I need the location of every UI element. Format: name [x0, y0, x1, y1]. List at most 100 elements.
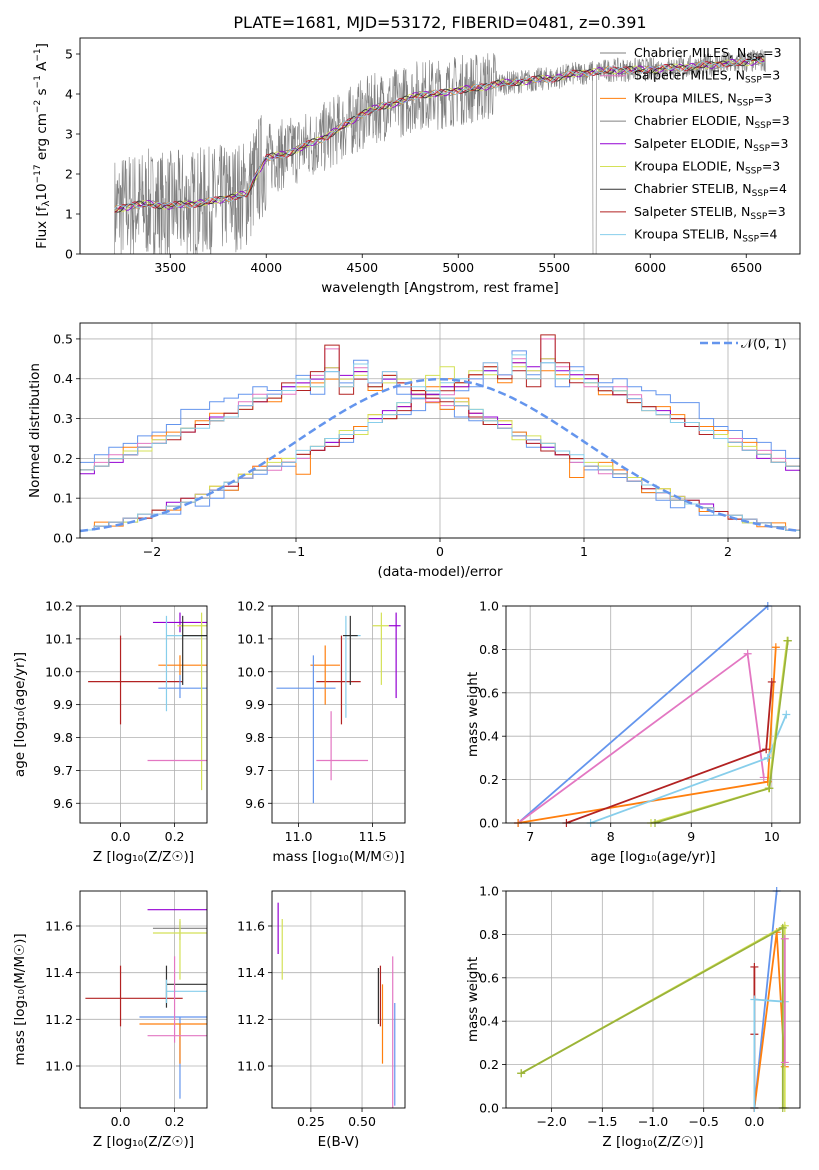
normal-distribution-curve: [79, 377, 801, 533]
age-vs-Z-panel: 0.0 0.2 9.6 9.7 9.8 9.9 10.0 10.1 10.2 Z [log₁₀(Z…: [12, 599, 208, 865]
weight-point-marker: [767, 677, 776, 686]
y-tick-label: 9.8: [53, 730, 73, 745]
legend-label: Kroupa MILES, NSSP=3: [634, 90, 772, 108]
legend-label: Kroupa STELIB, NSSP=4: [634, 227, 778, 245]
y-tick-label: 0: [65, 247, 73, 262]
y-tick-label: 0.4: [479, 1014, 499, 1029]
axes-frame: [79, 322, 801, 539]
weight-point-marker: [771, 643, 780, 652]
legend-label: Chabrier ELODIE, NSSP=3: [634, 113, 790, 131]
weight-point-marker: [765, 784, 774, 793]
axes-frame: [505, 890, 801, 1109]
weight-point-marker: [780, 934, 789, 943]
y-tick-label: 3: [65, 127, 73, 142]
y-tick-label: 11.4: [237, 965, 265, 980]
x-tick-label: 0.0: [111, 1114, 131, 1129]
x-axis-label: Z [log₁₀(Z/Z☉)]: [93, 849, 194, 865]
y-tick-label: 9.8: [245, 730, 265, 745]
x-tick-label: −2: [143, 544, 161, 559]
y-tick-label: 10.1: [45, 631, 73, 646]
x-axis-label: wavelength [Angstrom, rest frame]: [321, 280, 559, 296]
y-tick-label: 5: [65, 47, 73, 62]
x-tick-label: 0.2: [165, 1114, 185, 1129]
weight-line-series: [650, 640, 788, 823]
x-tick-label: 11.0: [285, 829, 313, 844]
y-tick-label: 11.2: [45, 1012, 73, 1027]
weight-point-marker: [780, 1058, 789, 1067]
weight-point-marker: [743, 649, 752, 658]
y-tick-label: 11.2: [237, 1012, 265, 1027]
y-tick-label: 11.0: [45, 1059, 73, 1074]
weight-point-marker: [763, 753, 772, 762]
axes-frame: [271, 605, 406, 824]
x-tick-label: 4000: [250, 260, 282, 275]
y-tick-label: 10.1: [237, 631, 265, 646]
y-tick-label: 9.6: [245, 796, 265, 811]
x-tick-label: 0.25: [297, 1114, 325, 1129]
y-tick-label: 0.0: [53, 531, 73, 546]
x-tick-label: 0: [436, 544, 444, 559]
y-tick-label: 0.4: [479, 729, 499, 744]
y-tick-label: 1.0: [479, 884, 499, 899]
y-tick-label: 11.4: [45, 965, 73, 980]
legend-label: Chabrier STELIB, NSSP=4: [634, 181, 787, 199]
y-tick-label: 1: [65, 207, 73, 222]
x-tick-label: 4500: [346, 260, 378, 275]
x-tick-label: 8: [607, 829, 615, 844]
x-tick-label: 1: [580, 544, 588, 559]
weight-point-marker: [782, 710, 791, 719]
legend-label: 𝒩(0, 1): [741, 336, 787, 351]
weight-line-series: [520, 926, 784, 1108]
weight-line-series: [517, 647, 777, 823]
x-tick-label: 10: [764, 829, 780, 844]
y-tick-label: 0.8: [479, 642, 499, 657]
legend-label: Chabrier MILES, NSSP=3: [634, 45, 782, 63]
weight-point-marker: [762, 745, 771, 754]
x-axis-label: Z [log₁₀(Z/Z☉)]: [602, 1134, 703, 1150]
y-tick-label: 0.6: [479, 685, 499, 700]
model-spectrum-line: [114, 55, 765, 213]
x-tick-label: 3500: [154, 260, 186, 275]
x-tick-label: 6000: [634, 260, 666, 275]
figure-title: PLATE=1681, MJD=53172, FIBERID=0481, z=0…: [233, 13, 646, 32]
y-tick-label: 0.6: [479, 970, 499, 985]
y-tick-label: 11.6: [45, 919, 73, 934]
axes-frame: [79, 605, 208, 824]
x-tick-label: 0.50: [348, 1114, 376, 1129]
x-tick-label: 0.0: [744, 1114, 764, 1129]
x-tick-label: −0.5: [689, 1114, 719, 1129]
x-tick-label: 6500: [730, 260, 762, 275]
weight-vs-Z-panel: −2.0 −1.5 −1.0 −0.5 0.0 0.0 0.2 0.4 0.6 0.8 1.0 Z […: [465, 884, 801, 1150]
weight-point-marker: [517, 1069, 526, 1078]
y-axis-label: age [log₁₀(age/yr)]: [12, 652, 28, 777]
mass-vs-ebv-panel: 0.25 0.50 11.0 11.2 11.4 11.6 E(B-V): [237, 890, 406, 1150]
y-tick-label: 10.0: [45, 664, 73, 679]
weight-point-marker: [750, 995, 759, 1004]
y-tick-label: 0.0: [479, 1101, 499, 1116]
y-axis-label: Flux [fλ10−17 erg cm−2 s−1 A−1]: [33, 43, 52, 249]
weight-line-series: [517, 606, 769, 823]
spectrum-panel: 3500 4000 4500 5000 5500 6000 6500 0 1 2 3 4 5 wavele…: [33, 37, 801, 296]
x-tick-label: 0.2: [165, 829, 185, 844]
y-tick-label: 0.5: [53, 331, 73, 346]
x-tick-label: 2: [724, 544, 732, 559]
y-tick-label: 1.0: [479, 599, 499, 614]
legend-label: Kroupa ELODIE, NSSP=3: [634, 159, 780, 177]
x-tick-label: 11.5: [359, 829, 387, 844]
age-vs-mass-panel: 11.0 11.5 9.6 9.7 9.8 9.9 10.0 10.1 10.2 mass [lo…: [237, 599, 406, 865]
y-axis-label: mass [log₁₀(M/M☉)]: [12, 933, 28, 1065]
weight-point-marker: [759, 773, 768, 782]
x-tick-label: 5500: [538, 260, 570, 275]
x-tick-label: −1: [287, 544, 305, 559]
model-spectrum-line: [114, 58, 765, 210]
y-axis-label: Normed distribution: [27, 363, 43, 498]
x-axis-label: Z [log₁₀(Z/Z☉)]: [93, 1134, 194, 1150]
y-tick-label: 2: [65, 167, 73, 182]
axes-frame: [505, 605, 801, 824]
y-tick-label: 4: [65, 87, 73, 102]
y-tick-label: 0.1: [53, 491, 73, 506]
y-tick-label: 11.6: [237, 919, 265, 934]
y-axis-label: mass weight: [465, 957, 481, 1042]
y-tick-label: 9.9: [245, 697, 265, 712]
